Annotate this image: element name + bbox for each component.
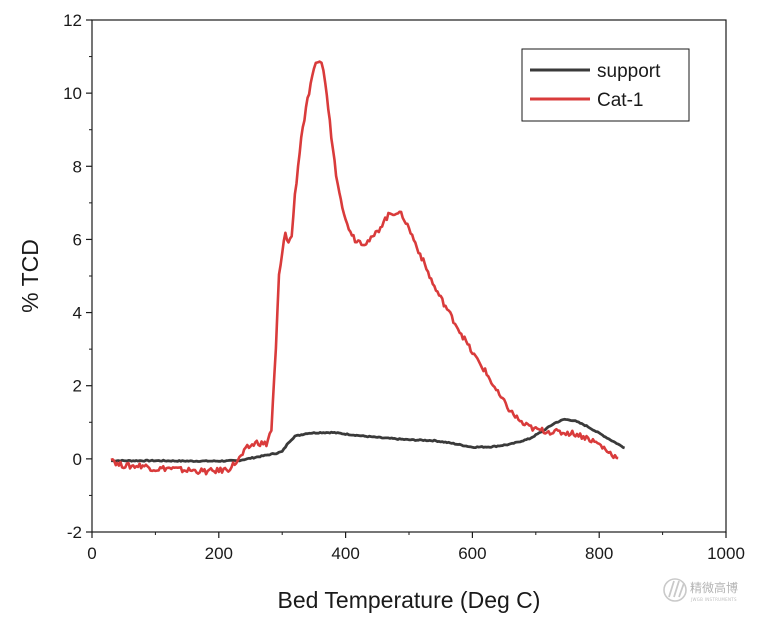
y-tick-label-8: 8	[73, 157, 82, 176]
watermark-logo: 精微高博 JWGB INSTRUMENTS	[663, 578, 738, 602]
watermark-logo-icon	[663, 578, 687, 602]
x-tick-label-200: 200	[205, 544, 233, 563]
y-tick-label-12: 12	[63, 11, 82, 30]
legend: support Cat-1	[521, 48, 690, 122]
x-tick-label-600: 600	[458, 544, 486, 563]
x-tick-label-400: 400	[331, 544, 359, 563]
y-tick-label-2: 2	[73, 377, 82, 396]
watermark-subtitle: JWGB INSTRUMENTS	[690, 597, 737, 602]
series-layer	[110, 60, 626, 476]
y-axis-title: % TCD	[17, 239, 43, 313]
x-axis-title: Bed Temperature (Deg C)	[278, 587, 541, 613]
axis-ticks: 0 200 400 600 800 1000 -2 0 2 4 6 8 10 12	[63, 11, 745, 563]
y-tick-label-6: 6	[73, 230, 82, 249]
series-line-support	[110, 417, 626, 463]
x-tick-label-0: 0	[87, 544, 96, 563]
y-tick-label-4: 4	[73, 304, 82, 323]
x-tick-label-1000: 1000	[707, 544, 745, 563]
x-tick-label-800: 800	[585, 544, 613, 563]
watermark-title: 精微高博	[690, 580, 738, 595]
legend-label-support: support	[597, 61, 661, 82]
legend-box	[521, 48, 690, 122]
y-tick-label-10: 10	[63, 84, 82, 103]
y-tick-label-0: 0	[73, 450, 82, 469]
y-tick-label--2: -2	[67, 523, 82, 542]
legend-label-cat-1: Cat-1	[597, 90, 643, 111]
series-line-cat-1	[110, 60, 619, 476]
